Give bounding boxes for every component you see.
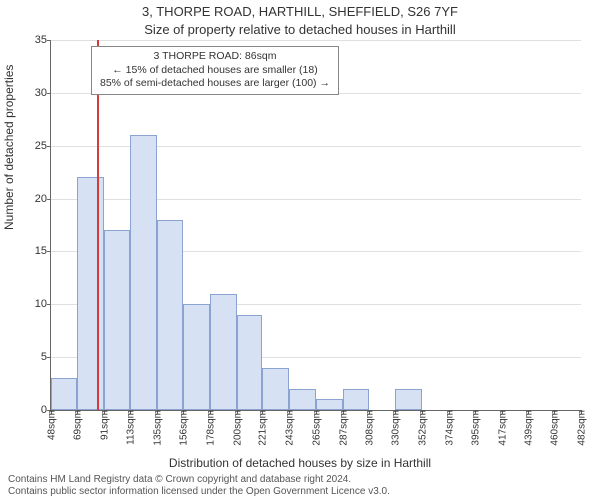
xtick-label: 91sqm bbox=[97, 410, 110, 440]
chart-title-main: 3, THORPE ROAD, HARTHILL, SHEFFIELD, S26… bbox=[0, 4, 600, 19]
histogram-bar bbox=[395, 389, 422, 410]
info-box-line-3: 85% of semi-detached houses are larger (… bbox=[100, 77, 330, 91]
info-box-line-2: ← 15% of detached houses are smaller (18… bbox=[100, 64, 330, 78]
xtick-label: 482sqm bbox=[575, 410, 588, 446]
ytick-label: 25 bbox=[35, 140, 51, 152]
xtick-label: 69sqm bbox=[70, 410, 83, 440]
info-box: 3 THORPE ROAD: 86sqm← 15% of detached ho… bbox=[91, 46, 339, 95]
xtick-label: 200sqm bbox=[230, 410, 243, 446]
xtick-label: 113sqm bbox=[124, 410, 137, 445]
histogram-bar bbox=[262, 368, 289, 410]
chart-title-sub: Size of property relative to detached ho… bbox=[0, 22, 600, 37]
ytick-label: 20 bbox=[35, 193, 51, 205]
xtick-label: 352sqm bbox=[416, 410, 429, 446]
xtick-label: 330sqm bbox=[389, 410, 402, 446]
footer-line-2: Contains public sector information licen… bbox=[8, 486, 390, 498]
histogram-bar bbox=[183, 304, 210, 410]
xtick-label: 308sqm bbox=[362, 410, 375, 446]
reference-line bbox=[97, 40, 99, 410]
ytick-label: 15 bbox=[35, 245, 51, 257]
x-axis-label: Distribution of detached houses by size … bbox=[0, 456, 600, 470]
xtick-label: 395sqm bbox=[468, 410, 481, 446]
ytick-label: 30 bbox=[35, 87, 51, 99]
footer-line-1: Contains HM Land Registry data © Crown c… bbox=[8, 474, 390, 486]
ytick-label: 10 bbox=[35, 298, 51, 310]
xtick-label: 221sqm bbox=[256, 410, 269, 446]
xtick-label: 265sqm bbox=[310, 410, 323, 446]
histogram-bar bbox=[77, 177, 104, 410]
xtick-label: 417sqm bbox=[495, 410, 508, 446]
info-box-line-1: 3 THORPE ROAD: 86sqm bbox=[100, 50, 330, 64]
footer-attribution: Contains HM Land Registry data © Crown c… bbox=[8, 474, 390, 498]
histogram-bar bbox=[157, 220, 183, 410]
histogram-bar bbox=[210, 294, 237, 410]
xtick-label: 178sqm bbox=[203, 410, 216, 446]
histogram-bar bbox=[51, 378, 77, 410]
histogram-bar bbox=[130, 135, 157, 410]
histogram-bar bbox=[316, 399, 343, 410]
histogram-bar bbox=[104, 230, 131, 410]
xtick-label: 287sqm bbox=[336, 410, 349, 446]
ytick-label: 5 bbox=[41, 351, 51, 363]
xtick-label: 374sqm bbox=[443, 410, 456, 446]
chart-container: 3, THORPE ROAD, HARTHILL, SHEFFIELD, S26… bbox=[0, 0, 600, 500]
gridline bbox=[51, 40, 581, 41]
histogram-bar bbox=[289, 389, 316, 410]
histogram-bar bbox=[237, 315, 263, 410]
xtick-label: 48sqm bbox=[45, 410, 58, 440]
y-axis-label: Number of detached properties bbox=[2, 65, 16, 230]
xtick-label: 243sqm bbox=[283, 410, 296, 446]
plot-area: 0510152025303548sqm69sqm91sqm113sqm135sq… bbox=[50, 40, 581, 411]
xtick-label: 460sqm bbox=[548, 410, 561, 446]
xtick-label: 156sqm bbox=[176, 410, 189, 446]
xtick-label: 439sqm bbox=[522, 410, 535, 446]
ytick-label: 35 bbox=[35, 34, 51, 46]
histogram-bar bbox=[343, 389, 369, 410]
xtick-label: 135sqm bbox=[151, 410, 164, 446]
